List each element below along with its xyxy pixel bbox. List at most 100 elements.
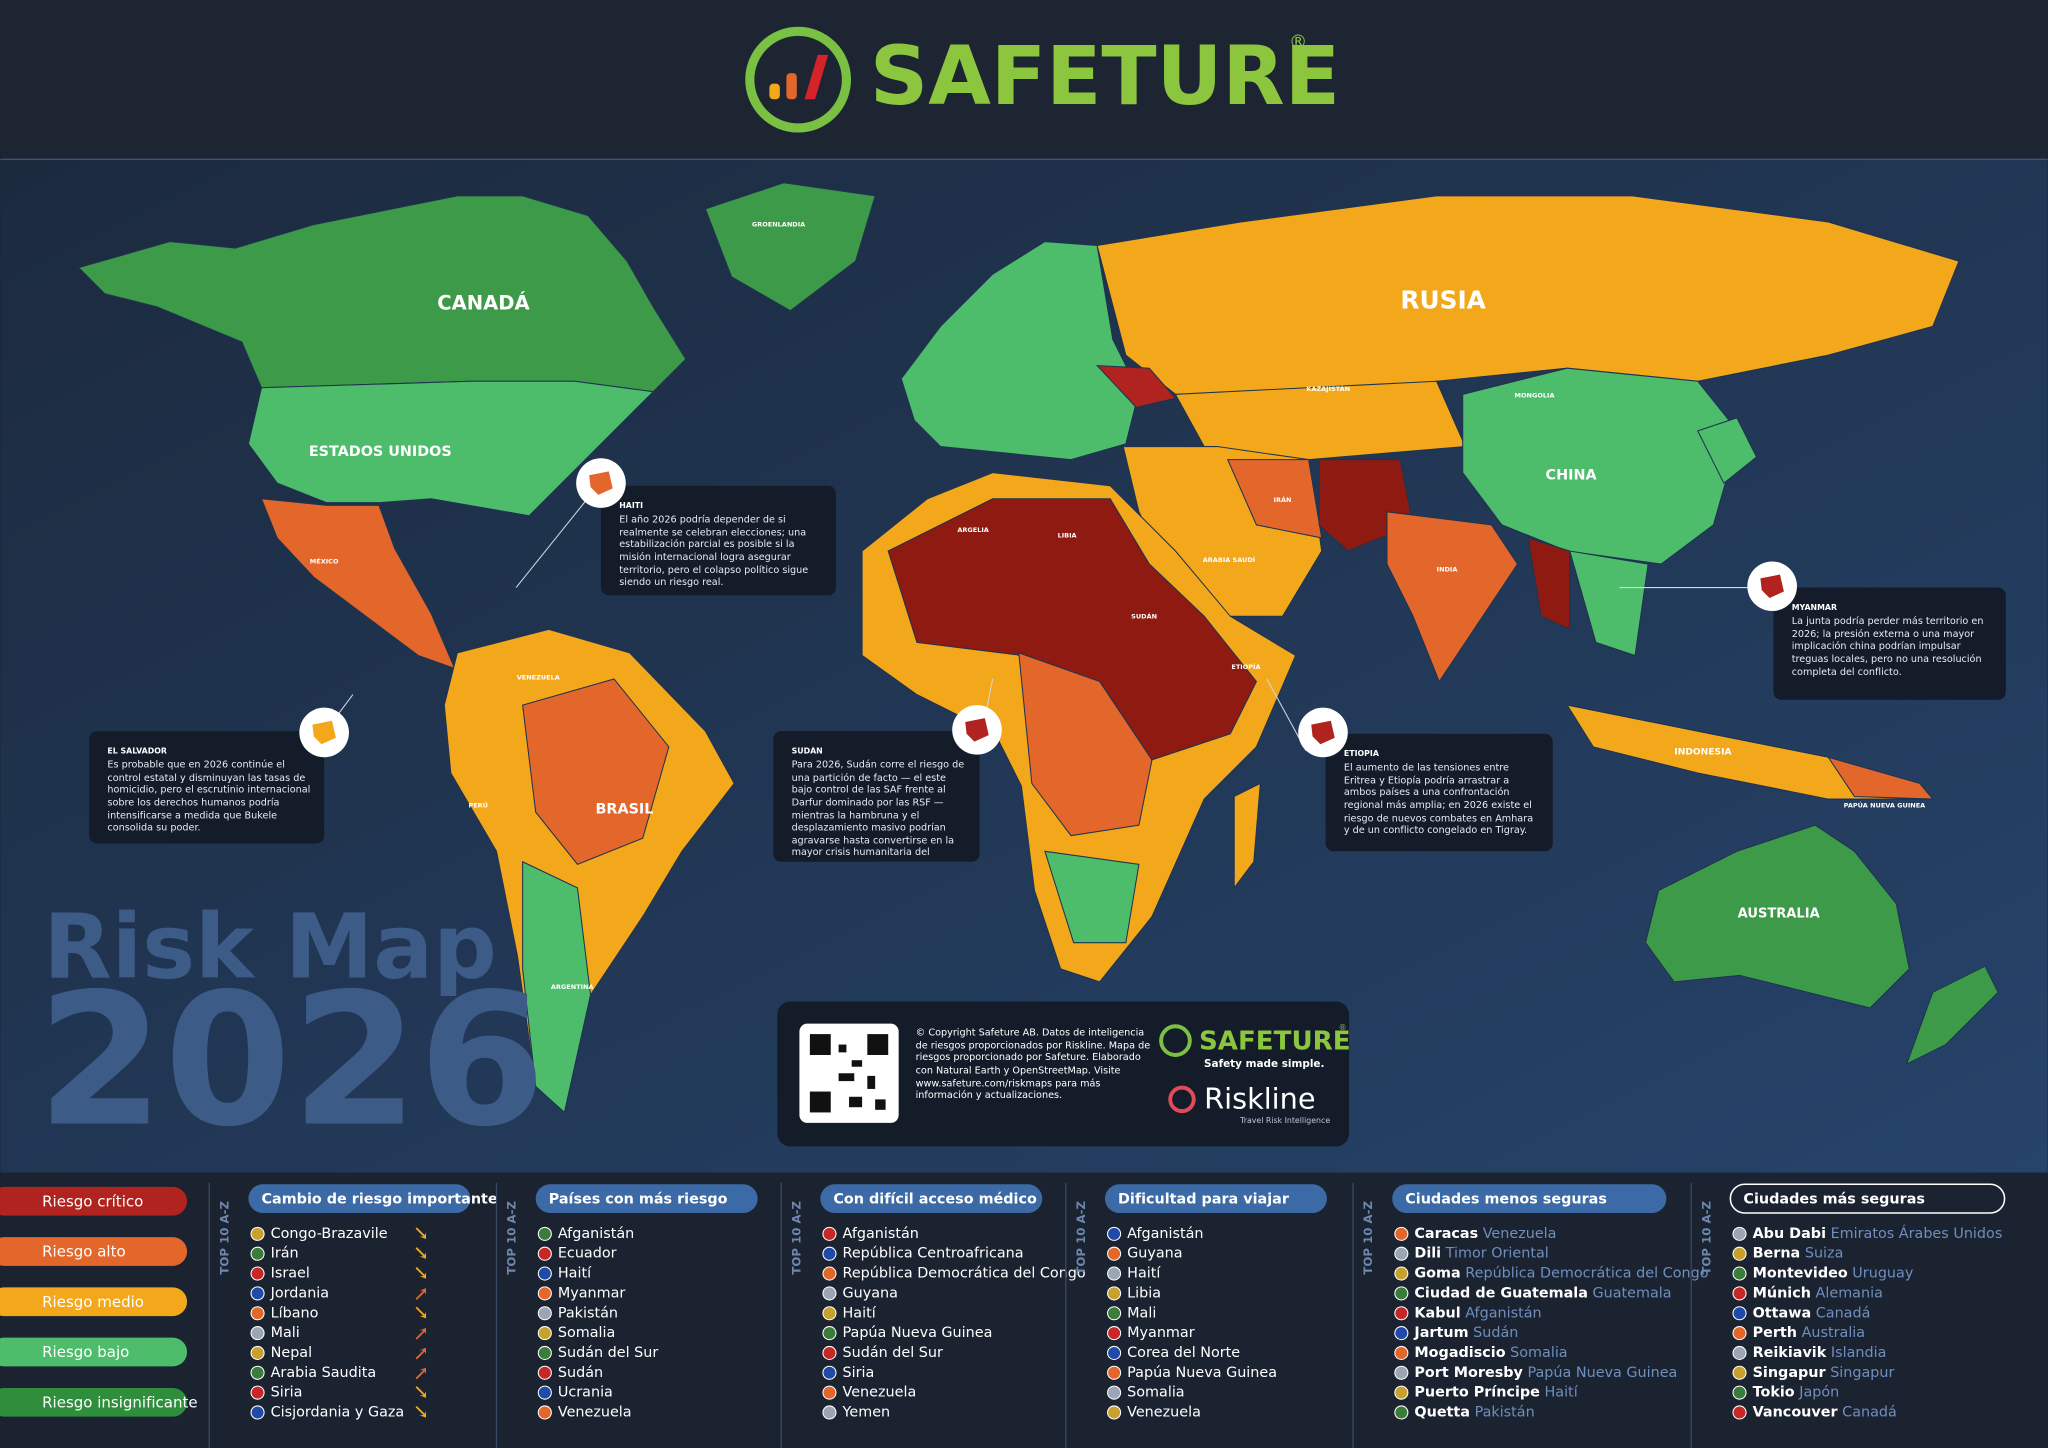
list-item: Mali — [1127, 1305, 1156, 1321]
list-item: Somalia — [1127, 1385, 1184, 1401]
list-item: Guyana — [1127, 1246, 1182, 1262]
callout-box — [600, 485, 836, 596]
city-name: Vancouver — [1753, 1404, 1839, 1420]
callout-text: Es probable que en 2026 continúe el cont… — [107, 758, 311, 834]
partner-logo — [1168, 1085, 1196, 1114]
city-name: Caracas — [1414, 1226, 1478, 1242]
flag — [250, 1246, 265, 1261]
city-country: Singapur — [1830, 1365, 1894, 1381]
city-name: Puerto Príncipe — [1414, 1385, 1540, 1401]
legend-label: Riesgo bajo — [42, 1343, 129, 1361]
list-item: Myanmar — [558, 1285, 626, 1301]
info-text-box: © Copyright Safeture AB. Datos de inteli… — [916, 1026, 1151, 1101]
flag — [1732, 1365, 1747, 1380]
panel-title: Con difícil acceso médico — [833, 1191, 1037, 1207]
map-label: ARABIA SAUDÍ — [1203, 555, 1256, 564]
region — [1905, 965, 1999, 1066]
callout-shape — [1760, 574, 1784, 599]
flag — [1394, 1405, 1409, 1420]
poster-title: Risk Map — [43, 896, 496, 999]
city-country: Alemania — [1816, 1285, 1883, 1301]
panel-side-label: TOP 10 A-Z — [1074, 1201, 1088, 1275]
info-logo — [1159, 1024, 1192, 1057]
city-country: Canadá — [1816, 1305, 1871, 1321]
partner-tagline: Travel Risk Intelligence — [1239, 1116, 1330, 1125]
map-label: INDONESIA — [1674, 748, 1732, 758]
trend-arrow — [415, 1327, 426, 1340]
city-name: Abu Dabi — [1753, 1226, 1826, 1242]
list-item: Papúa Nueva Guinea — [843, 1325, 993, 1341]
flag — [1107, 1385, 1122, 1400]
panel-title: Ciudades más seguras — [1743, 1191, 1925, 1207]
list-item: Corea del Norte — [1127, 1345, 1240, 1361]
flag — [537, 1345, 552, 1360]
flag — [1394, 1306, 1409, 1321]
list-item: Haití — [1127, 1266, 1161, 1282]
flag — [822, 1385, 837, 1400]
callout-title: ETIOPÍA — [1343, 749, 1379, 759]
city-entry: Ottawa Canadá — [1753, 1305, 1871, 1321]
list-item: República Centroafricana — [843, 1246, 1024, 1262]
city-name: Reikiavik — [1753, 1345, 1827, 1361]
city-entry: Port Moresby Papúa Nueva Guinea — [1414, 1365, 1677, 1381]
list-item: Afganistán — [558, 1226, 634, 1242]
list-item: Haití — [558, 1266, 592, 1282]
flag — [822, 1306, 837, 1321]
callout-box — [773, 731, 980, 862]
callout-text-box: HAITÍ El año 2026 podría depender de si r… — [619, 501, 809, 588]
map-label: PERÚ — [468, 801, 488, 810]
legend-swatch — [0, 1237, 188, 1266]
list-item: Yemen — [842, 1404, 891, 1420]
list-item: Siria — [271, 1385, 303, 1401]
callout-title: MYANMAR — [1791, 603, 1837, 613]
callout-text: El año 2026 podría depender de si realme… — [619, 513, 809, 588]
flag — [250, 1306, 265, 1321]
flag — [537, 1326, 552, 1341]
list-item: Venezuela — [843, 1385, 917, 1401]
trend-arrow — [415, 1347, 426, 1360]
flag — [1732, 1385, 1747, 1400]
city-country: Timor Oriental — [1445, 1246, 1549, 1262]
map-label: INDIA — [1437, 565, 1459, 573]
flag — [1732, 1345, 1747, 1360]
flag — [1107, 1306, 1122, 1321]
flag — [822, 1266, 837, 1281]
city-name: Kabul — [1414, 1305, 1460, 1321]
region — [1174, 380, 1467, 461]
city-entry: Múnich Alemania — [1753, 1285, 1883, 1301]
map-label: AUSTRALIA — [1738, 906, 1821, 921]
panel-header — [248, 1184, 471, 1213]
list-item: Sudán del Sur — [558, 1345, 659, 1361]
city-entry: Berna Suiza — [1753, 1246, 1844, 1262]
callout-title: SUDÁN — [791, 746, 823, 756]
city-country: Canadá — [1842, 1404, 1897, 1420]
list-item: Ucrania — [558, 1385, 613, 1401]
map-label: CANADÁ — [437, 292, 530, 315]
city-entry: Caracas Venezuela — [1414, 1226, 1556, 1242]
logo-ring — [745, 26, 851, 133]
map-label: BRASIL — [595, 802, 653, 818]
logo-bar — [769, 83, 780, 100]
flag — [1732, 1226, 1747, 1241]
callout-shape — [965, 718, 989, 742]
map-label: ETIOPÍA — [1231, 662, 1261, 671]
city-name: Singapur — [1753, 1365, 1827, 1381]
qr-pattern — [809, 1034, 889, 1113]
list-item: Congo-Brazavile — [271, 1226, 388, 1242]
region — [704, 182, 876, 312]
flag — [250, 1226, 265, 1241]
list-item: Myanmar — [1127, 1325, 1195, 1341]
city-name: Goma — [1414, 1266, 1460, 1282]
header-band — [0, 0, 2048, 160]
city-entry: Montevideo Uruguay — [1753, 1266, 1914, 1282]
map-label: VENEZUELA — [517, 674, 561, 682]
city-entry: Ciudad de Guatemala Guatemala — [1414, 1285, 1671, 1301]
city-name: Ottawa — [1753, 1305, 1812, 1321]
list-item: Sudán del Sur — [843, 1345, 944, 1361]
flag — [1394, 1365, 1409, 1380]
list-item: Libia — [1127, 1285, 1161, 1301]
city-entry: Abu Dabi Emiratos Árabes Unidos — [1753, 1225, 2003, 1242]
region — [522, 860, 592, 1114]
map-labels: CANADÁ ESTADOS UNIDOS GROENLANDIA MÉXICO BRA… — [309, 221, 1926, 992]
